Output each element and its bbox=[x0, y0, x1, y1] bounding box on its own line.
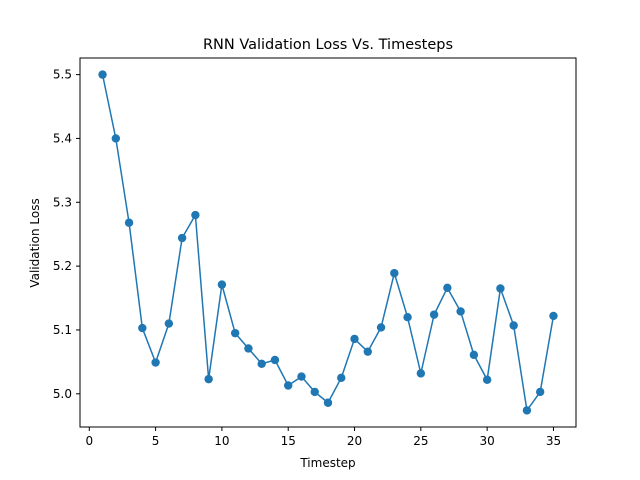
data-point bbox=[350, 334, 359, 344]
x-tick-label: 20 bbox=[347, 434, 362, 448]
data-point bbox=[509, 321, 518, 330]
data-point bbox=[456, 307, 465, 316]
data-point bbox=[164, 319, 174, 328]
data-point bbox=[204, 374, 213, 384]
data-point bbox=[363, 347, 372, 356]
data-point bbox=[284, 381, 293, 390]
x-tick-label: 5 bbox=[152, 434, 160, 448]
data-point bbox=[124, 218, 134, 227]
data-point bbox=[376, 323, 386, 332]
data-point bbox=[390, 268, 399, 278]
data-point bbox=[111, 134, 121, 143]
data-point bbox=[337, 373, 346, 383]
data-point bbox=[310, 387, 319, 397]
data-point bbox=[482, 375, 492, 384]
y-tick-label: 5.3 bbox=[53, 195, 72, 209]
y-axis-ticks: 5.0 5.1 5.2 5.3 5.4 5.5 bbox=[53, 68, 80, 401]
data-point bbox=[177, 233, 187, 243]
data-point bbox=[522, 406, 532, 415]
data-point bbox=[138, 323, 147, 333]
y-axis-label: Validation Loss bbox=[28, 198, 42, 287]
data-point bbox=[98, 70, 107, 79]
data-point bbox=[496, 284, 505, 293]
data-point bbox=[403, 312, 412, 322]
data-point bbox=[297, 372, 306, 381]
data-point bbox=[535, 387, 545, 397]
x-axis-label: Timestep bbox=[299, 456, 355, 470]
data-point bbox=[191, 210, 200, 220]
data-point bbox=[416, 369, 426, 378]
x-tick-label: 0 bbox=[85, 434, 93, 448]
plot-area bbox=[79, 57, 577, 428]
data-point bbox=[549, 311, 558, 321]
x-tick-label: 30 bbox=[480, 434, 495, 448]
data-point bbox=[469, 350, 479, 360]
y-tick-label: 5.0 bbox=[53, 387, 72, 401]
chart-title: RNN Validation Loss Vs. Timesteps bbox=[203, 37, 453, 53]
x-axis-ticks: 0 5 10 15 20 25 30 35 bbox=[85, 427, 561, 448]
data-point bbox=[257, 359, 266, 368]
x-tick-label: 15 bbox=[281, 434, 296, 448]
data-point bbox=[217, 280, 227, 289]
data-point bbox=[230, 328, 240, 338]
x-tick-label: 25 bbox=[413, 434, 428, 448]
y-tick-label: 5.5 bbox=[53, 68, 72, 82]
y-tick-label: 5.1 bbox=[53, 323, 72, 337]
data-point bbox=[270, 355, 280, 365]
data-point bbox=[323, 398, 333, 407]
y-tick-label: 5.2 bbox=[53, 259, 72, 273]
x-tick-label: 35 bbox=[546, 434, 561, 448]
y-tick-label: 5.4 bbox=[53, 131, 72, 145]
data-point bbox=[151, 358, 160, 367]
x-tick-label: 10 bbox=[214, 434, 229, 448]
data-point bbox=[429, 310, 439, 319]
axes-frame bbox=[79, 57, 577, 428]
data-point bbox=[443, 283, 452, 293]
data-point bbox=[244, 344, 253, 353]
